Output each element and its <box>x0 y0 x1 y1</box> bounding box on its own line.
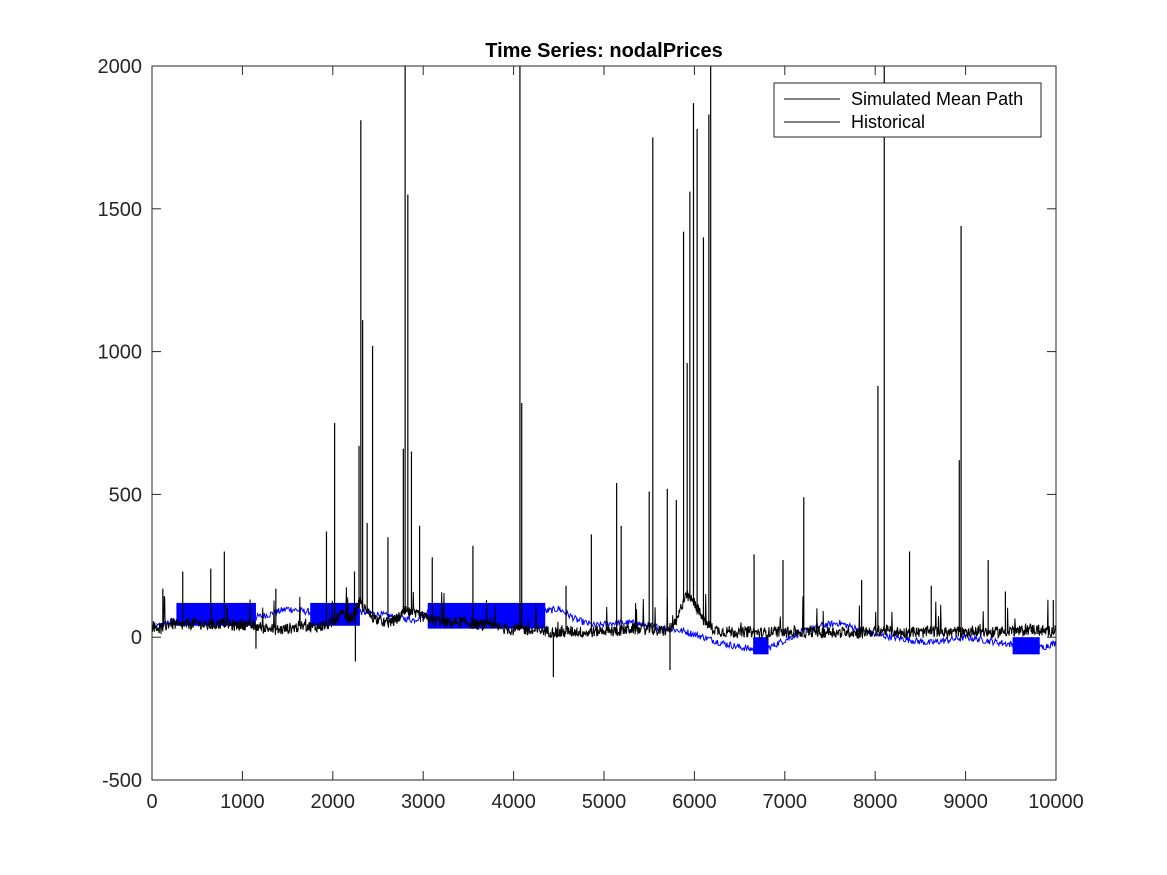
legend: Simulated Mean Path Historical <box>773 82 1042 138</box>
x-tick-label: 0 <box>146 791 157 813</box>
axes-layer: 0 1000 2000 3000 4000 5000 6000 7000 8000 9000 100… <box>98 56 1084 813</box>
plot-frame <box>151 65 1057 781</box>
y-tick-label: -500 <box>102 770 142 792</box>
y-tick-label: 2000 <box>98 56 143 78</box>
y-tick-label: 0 <box>131 627 142 649</box>
x-tick-label: 8000 <box>853 791 898 813</box>
x-tick-label: 4000 <box>491 791 536 813</box>
legend-box <box>773 82 1042 138</box>
chart-title: Time Series: nodalPrices <box>485 40 723 62</box>
data-layer <box>152 66 1056 678</box>
x-tick-label: 7000 <box>763 791 808 813</box>
legend-label: Historical <box>851 112 925 132</box>
x-tick-label: 3000 <box>401 791 446 813</box>
series-simulated-mean-path <box>152 602 1056 655</box>
x-tick-label: 5000 <box>582 791 627 813</box>
legend-label: Simulated Mean Path <box>851 89 1023 109</box>
y-tick-label: 500 <box>109 484 142 506</box>
y-tick-label: 1000 <box>98 342 143 364</box>
x-tick-label: 9000 <box>943 791 988 813</box>
x-tick-label: 10000 <box>1028 791 1084 813</box>
x-tick-label: 6000 <box>672 791 717 813</box>
y-tick-label: 1500 <box>98 199 143 221</box>
series-historical <box>152 587 1056 640</box>
x-tick-label: 2000 <box>311 791 356 813</box>
x-tick-label: 1000 <box>220 791 265 813</box>
simulated-band <box>753 637 769 655</box>
